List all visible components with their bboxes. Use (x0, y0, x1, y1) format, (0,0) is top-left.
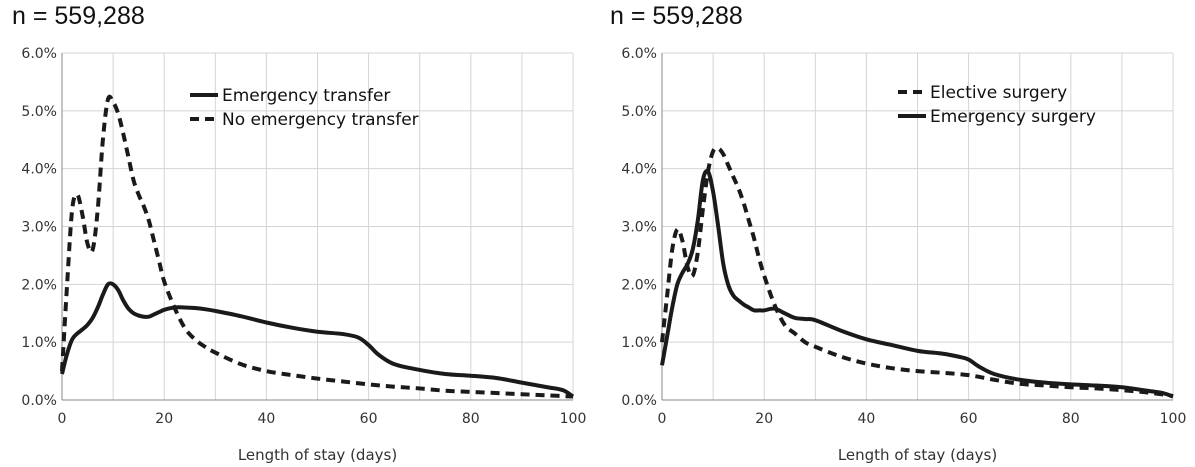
x-tick-label: 40 (857, 411, 875, 427)
y-tick-label: 5.0% (621, 104, 657, 120)
y-tick-label: 6.0% (21, 46, 57, 62)
x-axis-title: Length of stay (days) (238, 446, 397, 464)
x-tick-label: 40 (257, 411, 275, 427)
x-tick-label: 60 (960, 411, 978, 427)
y-tick-label: 5.0% (21, 104, 57, 120)
y-tick-label: 4.0% (621, 162, 657, 178)
x-tick-label: 100 (560, 411, 587, 427)
y-tick-label: 0.0% (621, 393, 657, 409)
legend-label: Elective surgery (930, 83, 1067, 103)
y-tick-label: 1.0% (621, 335, 657, 351)
x-tick-label: 0 (58, 411, 67, 427)
x-tick-label: 80 (462, 411, 480, 427)
legend-label: Emergency transfer (222, 86, 390, 106)
length-of-stay-chart-surgery: 0.0% 1.0% 2.0% 3.0% 4.0% 5.0% 6.0% 0 20 40 60 80 100… (621, 46, 1187, 464)
x-tick-label: 20 (155, 411, 173, 427)
x-tick-label: 80 (1062, 411, 1080, 427)
y-tick-label: 6.0% (621, 46, 657, 62)
y-tick-label: 3.0% (621, 220, 657, 236)
length-of-stay-chart-transfer: 0.0% 1.0% 2.0% 3.0% 4.0% 5.0% 6.0% 0 20 40 60 80 100… (21, 46, 587, 464)
legend: Emergency transfer No emergency transfer (190, 86, 419, 130)
x-tick-label: 60 (360, 411, 378, 427)
left-chart-panel: n = 559,288 0.0% 1.0% 2.0% 3.0% 4.0% 5.0% 6.0%… (12, 2, 587, 464)
gridlines (661, 52, 1174, 401)
y-tick-label: 0.0% (21, 393, 57, 409)
x-axis-title: Length of stay (days) (838, 446, 997, 464)
legend-label: No emergency transfer (222, 110, 419, 130)
sample-size-label: n = 559,288 (12, 2, 145, 30)
y-tick-label: 4.0% (21, 162, 57, 178)
x-tick-label: 20 (755, 411, 773, 427)
series-line-dashed (660, 146, 1174, 398)
y-tick-label: 1.0% (21, 335, 57, 351)
x-tick-label: 100 (1160, 411, 1187, 427)
sample-size-label: n = 559,288 (610, 2, 743, 30)
y-tick-label: 2.0% (21, 277, 57, 293)
legend: Elective surgery Emergency surgery (898, 83, 1096, 127)
y-tick-label: 3.0% (21, 220, 57, 236)
series-line-dashed (60, 94, 574, 399)
legend-label: Emergency surgery (930, 107, 1096, 127)
x-tick-label: 0 (658, 411, 667, 427)
y-tick-label: 2.0% (621, 277, 657, 293)
right-chart-panel: n = 559,288 0.0% 1.0% 2.0% 3.0% 4.0% 5.0% 6.0%… (598, 0, 1195, 467)
series-line-solid (660, 168, 1174, 399)
